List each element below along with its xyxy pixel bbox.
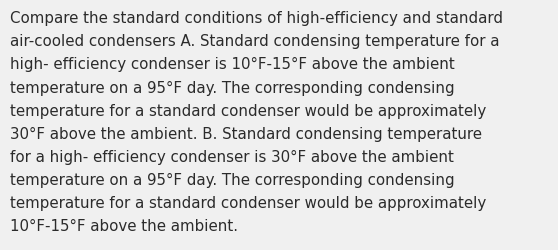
Text: 30°F above the ambient. B. Standard condensing temperature: 30°F above the ambient. B. Standard cond… <box>10 126 482 141</box>
Text: for a high- efficiency condenser is 30°F above the ambient: for a high- efficiency condenser is 30°F… <box>10 149 454 164</box>
Text: 10°F-15°F above the ambient.: 10°F-15°F above the ambient. <box>10 218 238 233</box>
Text: Compare the standard conditions of high-efficiency and standard: Compare the standard conditions of high-… <box>10 11 503 26</box>
Text: temperature for a standard condenser would be approximately: temperature for a standard condenser wou… <box>10 195 486 210</box>
Text: temperature for a standard condenser would be approximately: temperature for a standard condenser wou… <box>10 103 486 118</box>
Text: temperature on a 95°F day. The corresponding condensing: temperature on a 95°F day. The correspon… <box>10 172 455 187</box>
Text: air-cooled condensers A. Standard condensing temperature for a: air-cooled condensers A. Standard conden… <box>10 34 499 49</box>
Text: temperature on a 95°F day. The corresponding condensing: temperature on a 95°F day. The correspon… <box>10 80 455 95</box>
Text: high- efficiency condenser is 10°F-15°F above the ambient: high- efficiency condenser is 10°F-15°F … <box>10 57 455 72</box>
